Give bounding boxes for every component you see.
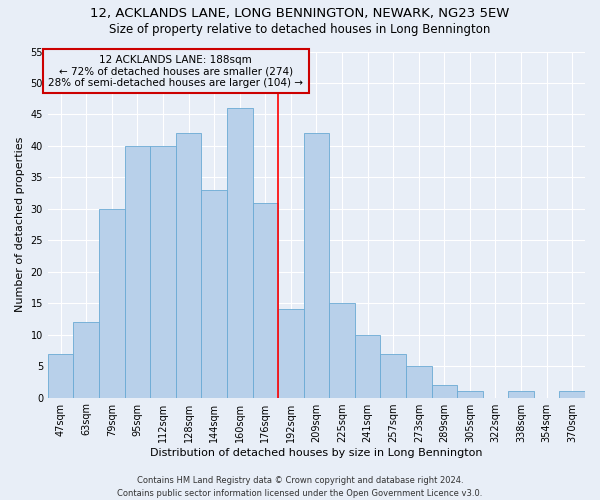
Bar bbox=[406, 366, 431, 398]
Text: Size of property relative to detached houses in Long Bennington: Size of property relative to detached ho… bbox=[109, 22, 491, 36]
Bar bbox=[99, 209, 125, 398]
X-axis label: Distribution of detached houses by size in Long Bennington: Distribution of detached houses by size … bbox=[150, 448, 483, 458]
Bar bbox=[304, 134, 329, 398]
Bar bbox=[355, 334, 380, 398]
Text: Contains HM Land Registry data © Crown copyright and database right 2024.
Contai: Contains HM Land Registry data © Crown c… bbox=[118, 476, 482, 498]
Bar bbox=[73, 322, 99, 398]
Bar bbox=[176, 134, 202, 398]
Text: 12, ACKLANDS LANE, LONG BENNINGTON, NEWARK, NG23 5EW: 12, ACKLANDS LANE, LONG BENNINGTON, NEWA… bbox=[91, 8, 509, 20]
Bar bbox=[380, 354, 406, 398]
Bar bbox=[278, 310, 304, 398]
Bar bbox=[150, 146, 176, 398]
Bar bbox=[508, 392, 534, 398]
Bar bbox=[202, 190, 227, 398]
Bar bbox=[227, 108, 253, 398]
Text: 12 ACKLANDS LANE: 188sqm
← 72% of detached houses are smaller (274)
28% of semi-: 12 ACKLANDS LANE: 188sqm ← 72% of detach… bbox=[48, 54, 303, 88]
Bar bbox=[253, 202, 278, 398]
Bar bbox=[431, 385, 457, 398]
Y-axis label: Number of detached properties: Number of detached properties bbox=[15, 137, 25, 312]
Bar bbox=[329, 303, 355, 398]
Bar bbox=[559, 392, 585, 398]
Bar bbox=[125, 146, 150, 398]
Bar bbox=[48, 354, 73, 398]
Bar bbox=[457, 392, 482, 398]
